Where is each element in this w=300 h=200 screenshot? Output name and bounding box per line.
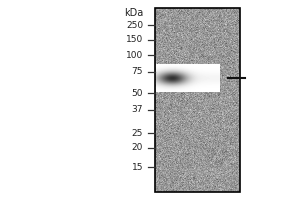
Text: 15: 15 <box>131 162 143 171</box>
Text: 75: 75 <box>131 68 143 76</box>
Text: 25: 25 <box>132 129 143 138</box>
Text: 250: 250 <box>126 21 143 29</box>
Text: 20: 20 <box>132 144 143 152</box>
Text: 100: 100 <box>126 50 143 60</box>
Text: 37: 37 <box>131 106 143 114</box>
Text: 150: 150 <box>126 36 143 45</box>
Text: 50: 50 <box>131 88 143 98</box>
Bar <box>155 8 240 192</box>
Text: kDa: kDa <box>124 8 143 18</box>
